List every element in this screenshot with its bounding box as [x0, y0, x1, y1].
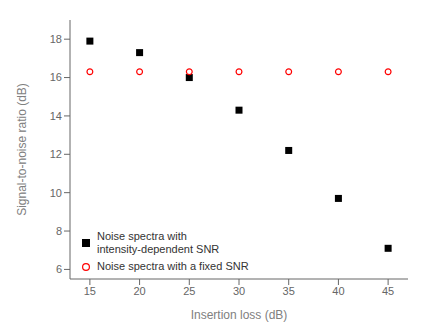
svg-text:30: 30: [233, 285, 245, 297]
svg-text:40: 40: [332, 285, 344, 297]
svg-text:35: 35: [283, 285, 295, 297]
svg-text:8: 8: [56, 225, 62, 237]
svg-text:15: 15: [84, 285, 96, 297]
svg-text:16: 16: [50, 71, 62, 83]
svg-text:6: 6: [56, 263, 62, 275]
svg-text:12: 12: [50, 148, 62, 160]
svg-text:10: 10: [50, 187, 62, 199]
svg-text:Signal-to-noise ratio (dB): Signal-to-noise ratio (dB): [15, 83, 29, 216]
svg-text:45: 45: [382, 285, 394, 297]
svg-text:20: 20: [133, 285, 145, 297]
svg-text:Insertion loss (dB): Insertion loss (dB): [191, 308, 288, 322]
svg-text:25: 25: [183, 285, 195, 297]
svg-text:18: 18: [50, 33, 62, 45]
html-text:Noise spectra with a fixed SNR: Noise spectra with a fixed SNR: [97, 260, 249, 272]
html-text:Noise spectra with intensity-d: Noise spectra with intensity-dependent S…: [97, 230, 220, 255]
svg-text:14: 14: [50, 110, 62, 122]
